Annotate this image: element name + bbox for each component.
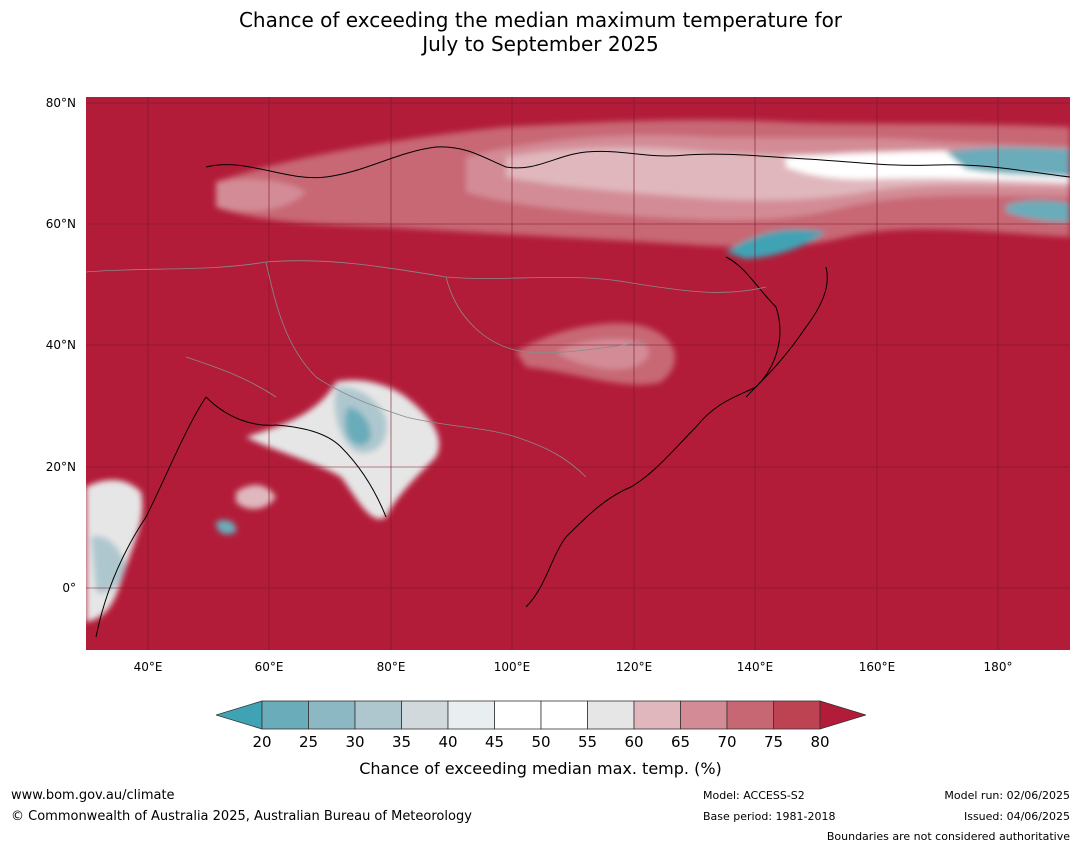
lat-label-60n: 60°N <box>45 217 76 231</box>
colorbar-label: Chance of exceeding median max. temp. (%… <box>359 759 722 778</box>
colorbar-swatch <box>540 700 588 730</box>
map-svg <box>86 97 1070 650</box>
colorbar-tick-label: 45 <box>484 733 505 751</box>
colorbar-tick-label: 30 <box>345 733 365 751</box>
forecast-map <box>86 97 1070 650</box>
lon-label-120e: 120°E <box>615 660 653 674</box>
lat-label-0: 0° <box>62 581 76 595</box>
siberia-anomaly-region <box>216 119 1070 259</box>
colorbar-tick-label: 70 <box>717 733 737 751</box>
title-line-1: Chance of exceeding the median maximum t… <box>238 8 843 32</box>
colorbar-swatch <box>354 700 402 730</box>
colorbar-swatch <box>680 700 728 730</box>
disclaimer-text: Boundaries are not considered authoritat… <box>826 830 1070 843</box>
colorbar-swatch <box>401 700 449 730</box>
model-run-text: Model run: 02/06/2025 <box>944 789 1070 802</box>
colorbar-tick-label: 50 <box>531 733 551 751</box>
colorbar-tick-label: 55 <box>577 733 598 751</box>
colorbar-swatch <box>308 700 356 730</box>
graticule <box>86 97 1070 650</box>
africa-anomaly-region <box>86 480 276 622</box>
colorbar-swatch <box>726 700 774 730</box>
lon-label-140e: 140°E <box>736 660 774 674</box>
colorbar-tick-label: 25 <box>298 733 319 751</box>
colorbar-swatches <box>216 700 866 730</box>
model-text: Model: ACCESS-S2 <box>703 789 805 802</box>
colorbar-tick-label: 65 <box>670 733 691 751</box>
colorbar-extend-low <box>216 700 263 730</box>
lat-label-20n: 20°N <box>45 460 76 474</box>
lon-label-60e: 60°E <box>254 660 284 674</box>
lon-label-160e: 160°E <box>858 660 896 674</box>
colorbar-tick-label: 80 <box>810 733 830 751</box>
colorbar-tick-label: 60 <box>624 733 644 751</box>
website-link[interactable]: www.bom.gov.au/climate <box>11 788 175 803</box>
colorbar-swatch <box>261 700 309 730</box>
colorbar-swatch <box>633 700 681 730</box>
colorbar-swatch <box>773 700 821 730</box>
copyright-text: © Commonwealth of Australia 2025, Austra… <box>11 809 472 824</box>
lon-label-100e: 100°E <box>493 660 531 674</box>
country-boundaries <box>86 260 767 478</box>
colorbar <box>216 700 866 730</box>
colorbar-swatch <box>494 700 542 730</box>
lat-label-40n: 40°N <box>45 338 76 352</box>
lat-label-80n: 80°N <box>45 96 76 110</box>
title-line-2: July to September 2025 <box>422 32 659 56</box>
base-period-text: Base period: 1981-2018 <box>703 810 836 823</box>
colorbar-swatch <box>587 700 635 730</box>
colorbar-extend-high <box>819 700 866 730</box>
colorbar-tick-label: 20 <box>252 733 272 751</box>
issued-text: Issued: 04/06/2025 <box>963 810 1070 823</box>
colorbar-swatch <box>447 700 495 730</box>
china-anomaly-region <box>516 323 676 385</box>
lon-label-180: 180° <box>983 660 1013 674</box>
colorbar-tick-label: 40 <box>438 733 458 751</box>
chart-title: Chance of exceeding the median maximum t… <box>0 8 1081 56</box>
lon-label-80e: 80°E <box>376 660 406 674</box>
colorbar-tick-label: 75 <box>763 733 784 751</box>
coastlines <box>95 146 1070 638</box>
colorbar-tick-label: 35 <box>391 733 412 751</box>
lon-label-40e: 40°E <box>133 660 163 674</box>
